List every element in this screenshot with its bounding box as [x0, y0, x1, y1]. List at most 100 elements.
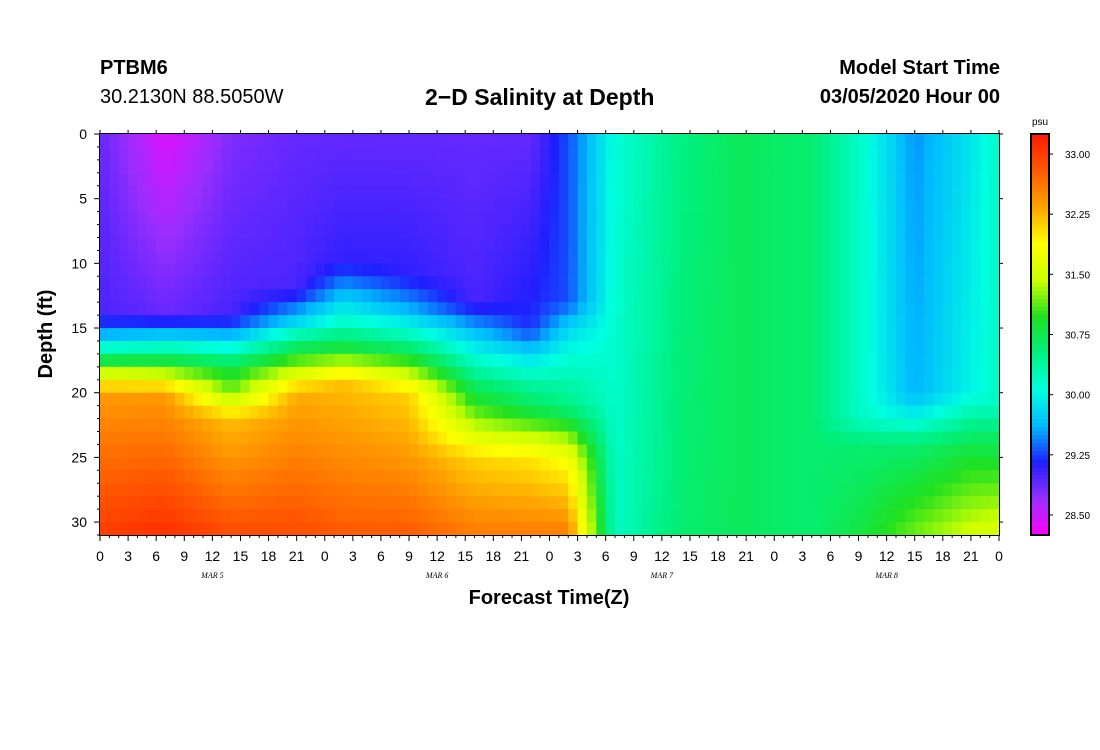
- heatmap-cell: [221, 470, 232, 484]
- heatmap-cell: [774, 289, 785, 303]
- heatmap-cell: [774, 405, 785, 420]
- heatmap-cell: [849, 198, 860, 213]
- heatmap-cell: [736, 185, 747, 200]
- heatmap-cell: [277, 315, 288, 329]
- heatmap-cell: [661, 509, 672, 523]
- heatmap-cell: [287, 483, 298, 497]
- heatmap-cell: [418, 405, 429, 420]
- heatmap-cell: [755, 366, 766, 381]
- heatmap-cell: [877, 250, 888, 264]
- heatmap-cell: [371, 328, 382, 342]
- heatmap-cell: [418, 353, 429, 368]
- x-axis: 0 3 6 9 12 15 18 21 0 3 6 9 12 15 18 21 0 3 6 9 12 15 18 21 0 3 6 9…: [96, 130, 1003, 580]
- heatmap-cell: [839, 289, 850, 303]
- heatmap-cell: [221, 392, 232, 407]
- heatmap-cell: [146, 198, 157, 213]
- heatmap-cell: [811, 159, 822, 174]
- heatmap-cell: [933, 379, 944, 394]
- colorbar-segment: [1031, 286, 1049, 291]
- heatmap-cell: [296, 146, 307, 161]
- heatmap-cell: [184, 496, 195, 510]
- heatmap-cell: [821, 366, 832, 381]
- colorbar-segment: [1031, 370, 1049, 376]
- heatmap-cell: [596, 146, 607, 161]
- heatmap-cell: [914, 483, 925, 497]
- heatmap-cell: [334, 146, 345, 161]
- heatmap-cell: [521, 146, 532, 161]
- heatmap-cell: [352, 263, 363, 277]
- heatmap-cell: [689, 470, 700, 484]
- heatmap-cell: [605, 237, 616, 252]
- heatmap-cell: [343, 211, 354, 226]
- heatmap-cell: [792, 276, 803, 290]
- heatmap-cell: [137, 340, 148, 355]
- heatmap-cell: [792, 159, 803, 174]
- heatmap-cell: [689, 224, 700, 239]
- heatmap-cell: [231, 522, 242, 536]
- heatmap-cell: [287, 289, 298, 303]
- heatmap-cell: [315, 263, 326, 277]
- heatmap-cell: [699, 289, 710, 303]
- heatmap-cell: [231, 172, 242, 187]
- heatmap-cell: [633, 470, 644, 484]
- heatmap-cell: [268, 353, 279, 368]
- x-tick-label: 15: [682, 548, 698, 564]
- x-tick-label: 3: [124, 548, 132, 564]
- heatmap-cell: [343, 340, 354, 355]
- heatmap-cell: [802, 315, 813, 329]
- y-tick-label: 15: [71, 320, 87, 336]
- heatmap-cell: [109, 483, 120, 497]
- heatmap-cell: [184, 276, 195, 290]
- heatmap-cell: [596, 392, 607, 407]
- heatmap-cell: [165, 172, 176, 187]
- heatmap-cell: [886, 483, 897, 497]
- heatmap-cell: [764, 302, 775, 316]
- heatmap-cell: [380, 250, 391, 264]
- heatmap-cell: [277, 328, 288, 342]
- heatmap-cell: [736, 328, 747, 342]
- heatmap-cell: [586, 496, 597, 510]
- heatmap-cell: [483, 185, 494, 200]
- heatmap-cell: [343, 185, 354, 200]
- colorbar-segment: [1031, 486, 1049, 492]
- heatmap-cell: [924, 405, 935, 420]
- heatmap-cell: [774, 237, 785, 252]
- heatmap-cell: [699, 315, 710, 329]
- colorbar-segment: [1031, 522, 1049, 528]
- heatmap-cell: [624, 379, 635, 394]
- heatmap-cell: [661, 483, 672, 497]
- heatmap-cell: [118, 418, 129, 433]
- heatmap-cell: [231, 263, 242, 277]
- heatmap-cell: [624, 328, 635, 342]
- heatmap-cell: [446, 379, 457, 394]
- heatmap-cell: [952, 483, 963, 497]
- heatmap-cell: [680, 496, 691, 510]
- heatmap-cell: [259, 496, 270, 510]
- heatmap-cell: [924, 134, 935, 148]
- heatmap-cell: [643, 315, 654, 329]
- heatmap-cell: [924, 276, 935, 290]
- heatmap-cell: [568, 198, 579, 213]
- heatmap-cell: [718, 379, 729, 394]
- heatmap-cell: [858, 392, 869, 407]
- colorbar-segment: [1031, 202, 1049, 207]
- heatmap-cell: [905, 276, 916, 290]
- heatmap-cell: [474, 172, 485, 187]
- colorbar-segment: [1031, 326, 1049, 332]
- heatmap-cell: [624, 250, 635, 264]
- heatmap-cell: [427, 431, 438, 446]
- heatmap-cell: [858, 185, 869, 200]
- heatmap-cell: [886, 431, 897, 446]
- heatmap-cell: [371, 470, 382, 484]
- heatmap-cell: [174, 509, 185, 523]
- heatmap-cell: [100, 457, 110, 471]
- heatmap-cell: [792, 457, 803, 471]
- heatmap-cell: [483, 224, 494, 239]
- heatmap-cell: [783, 509, 794, 523]
- heatmap-cell: [165, 418, 176, 433]
- heatmap-cell: [867, 302, 878, 316]
- heatmap-cell: [128, 289, 139, 303]
- heatmap-cell: [343, 146, 354, 161]
- heatmap-cell: [849, 366, 860, 381]
- heatmap-cell: [961, 431, 972, 446]
